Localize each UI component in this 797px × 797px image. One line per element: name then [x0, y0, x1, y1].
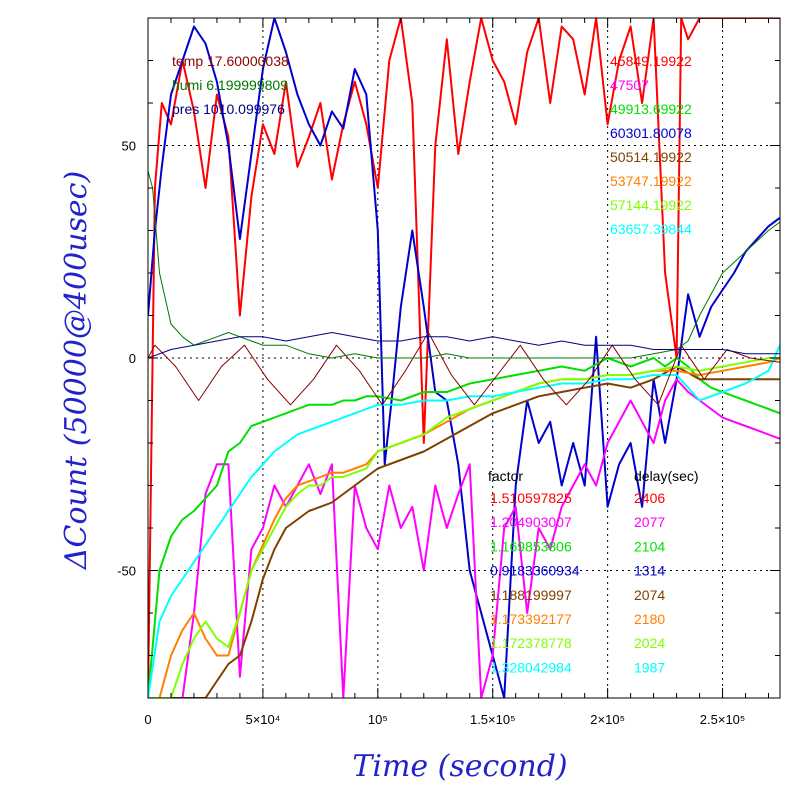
delay-value-0: 2406 [634, 490, 665, 506]
series-line-9 [148, 170, 780, 359]
delay-value-4: 2074 [634, 587, 665, 603]
delay-header: delay(sec) [634, 468, 699, 484]
factor-header: factor [488, 468, 523, 484]
factor-value-0: 1.510597825 [490, 490, 572, 506]
factor-value-3: 0.9183360934 [490, 563, 580, 579]
x-tick-label-1: 5×10⁴ [245, 712, 280, 727]
station-id-6: 57144.19922 [610, 197, 692, 213]
env-legend: temp 17.60000038 humi 6.199999809 pres 101… [172, 53, 289, 117]
x-tick-label-5: 2.5×10⁵ [700, 712, 746, 727]
station-id-0: 45849.19922 [610, 53, 692, 69]
x-tick-label-3: 1.5×10⁵ [470, 712, 516, 727]
delay-value-2: 2104 [634, 538, 665, 554]
series-line-7 [148, 344, 780, 698]
env-legend-item-1: humi 6.199999809 [172, 77, 288, 93]
station-id-7: 63657.39844 [610, 221, 692, 237]
axis-tick-labels: 0 5×10⁴ 10⁵ 1.5×10⁵ 2×10⁵ 2.5×10⁵ -50 0 50 [117, 139, 745, 728]
delay-value-5: 2180 [634, 611, 665, 627]
y-tick-label-0: -50 [117, 564, 136, 579]
series-line-10 [148, 332, 780, 359]
series-line-2 [148, 378, 780, 698]
delay-value-7: 1987 [634, 659, 665, 675]
delay-value-6: 2024 [634, 635, 665, 651]
factor-delay-table: factor delay(sec) 1.510597825 2406 1.20490… [488, 468, 699, 675]
x-axis-title: Time (second) [352, 749, 567, 784]
series-line-6 [148, 357, 780, 698]
env-legend-item-2: pres 1010.099976 [172, 101, 285, 117]
x-tick-label-2: 10⁵ [368, 712, 388, 727]
y-tick-label-1: 0 [129, 351, 136, 366]
series-line-8 [148, 332, 780, 406]
y-tick-label-2: 50 [122, 139, 136, 154]
factor-value-4: 1.188199997 [490, 587, 572, 603]
x-tick-label-4: 2×10⁵ [590, 712, 625, 727]
station-id-2: 49913.69922 [610, 101, 692, 117]
x-tick-label-0: 0 [144, 712, 151, 727]
factor-value-7: 1.328042984 [490, 659, 572, 675]
station-id-4: 50514.19922 [610, 149, 692, 165]
station-id-legend: 45849.19922 47507 49913.69922 60301.80078 50… [610, 53, 692, 237]
y-axis-title: ΔCount (50000@400usec) [59, 171, 94, 570]
factor-value-1: 1.204903007 [490, 514, 572, 530]
factor-value-5: 1.173392177 [490, 611, 572, 627]
series-line-0 [148, 18, 780, 698]
delay-value-3: 1314 [634, 563, 665, 579]
delay-value-1: 2077 [634, 514, 665, 530]
series-line-1 [148, 18, 780, 698]
station-id-1: 47507 [610, 77, 649, 93]
series-line-4 [148, 365, 780, 698]
factor-value-2: 1.169853806 [490, 538, 572, 554]
station-id-5: 53747.19922 [610, 173, 692, 189]
factor-value-6: 1.172378778 [490, 635, 572, 651]
env-legend-item-0: temp 17.60000038 [172, 53, 289, 69]
series-group [148, 18, 780, 698]
station-id-3: 60301.80078 [610, 125, 692, 141]
axis-ticks [147, 17, 780, 699]
